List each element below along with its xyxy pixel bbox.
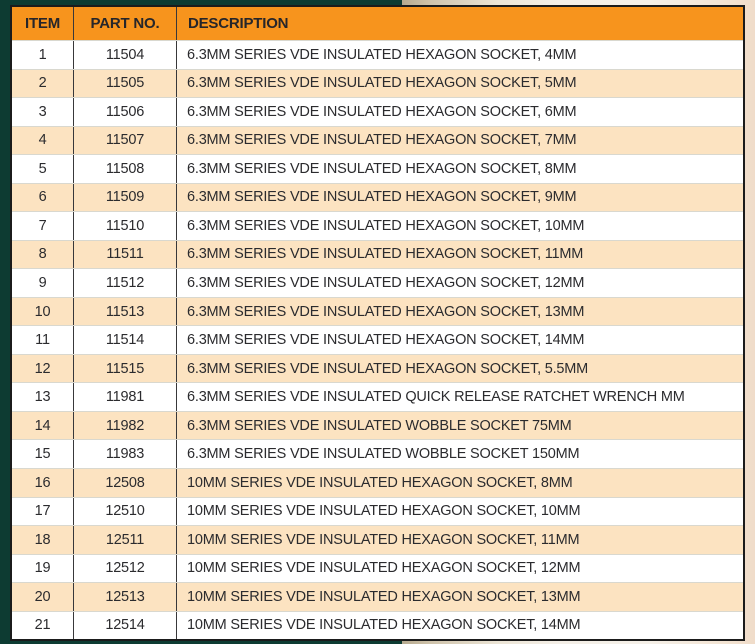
cell-description: 6.3MM SERIES VDE INSULATED HEXAGON SOCKE… bbox=[187, 360, 589, 377]
cell-part: 11506 bbox=[74, 98, 177, 126]
cell-part: 11507 bbox=[74, 126, 177, 155]
cell-part: 12512 bbox=[74, 554, 177, 583]
table-row: 21 12514 10MM SERIES VDE INSULATED HEXAGON… bbox=[12, 610, 743, 640]
cell-item: 15 bbox=[12, 440, 74, 468]
table-row: 9 11512 6.3MM SERIES VDE INSULATED HEXAGON… bbox=[12, 268, 743, 297]
cell-description: 10MM SERIES VDE INSULATED HEXAGON SOCKET… bbox=[187, 617, 581, 634]
table-row: 8 11511 6.3MM SERIES VDE INSULATED HEXAGON… bbox=[12, 239, 743, 269]
cell-part: 11509 bbox=[74, 183, 177, 212]
cell-part: 12510 bbox=[74, 497, 177, 526]
cell-part: 11514 bbox=[74, 326, 177, 354]
cell-item: 14 bbox=[12, 411, 74, 440]
cell-part: 12513 bbox=[74, 583, 177, 611]
cell-description: 6.3MM SERIES VDE INSULATED WOBBLE SOCKET… bbox=[187, 446, 580, 463]
table-row: 13 11981 6.3MM SERIES VDE INSULATED QUICK … bbox=[12, 382, 743, 411]
cell-description: 6.3MM SERIES VDE INSULATED QUICK RELEASE… bbox=[187, 389, 685, 406]
cell-item: 9 bbox=[12, 269, 74, 297]
table-row: 1 11504 6.3MM SERIES VDE INSULATED HEXAGON… bbox=[12, 40, 743, 69]
table-row: 5 11508 6.3MM SERIES VDE INSULATED HEXAGON… bbox=[12, 154, 743, 183]
column-header-item: ITEM bbox=[12, 7, 74, 40]
table-row: 3 11506 6.3MM SERIES VDE INSULATED HEXAGON… bbox=[12, 97, 743, 126]
cell-description: 6.3MM SERIES VDE INSULATED HEXAGON SOCKE… bbox=[187, 103, 577, 120]
column-header-part-no: PART NO. bbox=[74, 7, 177, 40]
table-row: 20 12513 10MM SERIES VDE INSULATED HEXAGON… bbox=[12, 582, 743, 611]
table-row: 7 11510 6.3MM SERIES VDE INSULATED HEXAGON… bbox=[12, 211, 743, 240]
cell-part: 12508 bbox=[74, 468, 177, 497]
cell-item: 2 bbox=[12, 69, 74, 98]
cell-item: 8 bbox=[12, 240, 74, 269]
cell-description: 6.3MM SERIES VDE INSULATED HEXAGON SOCKE… bbox=[187, 132, 577, 149]
table-header-row: ITEM PART NO. DESCRIPTION bbox=[12, 7, 743, 40]
cell-item: 17 bbox=[12, 497, 74, 526]
cell-description: 10MM SERIES VDE INSULATED HEXAGON SOCKET… bbox=[187, 560, 581, 577]
cell-item: 12 bbox=[12, 354, 74, 383]
cell-description: 6.3MM SERIES VDE INSULATED HEXAGON SOCKE… bbox=[187, 275, 585, 292]
cell-description: 6.3MM SERIES VDE INSULATED WOBBLE SOCKET… bbox=[187, 417, 572, 434]
cell-description: 6.3MM SERIES VDE INSULATED HEXAGON SOCKE… bbox=[187, 332, 585, 349]
parts-table: ITEM PART NO. DESCRIPTION 1 11504 6.3MM SE… bbox=[10, 5, 745, 641]
cell-item: 19 bbox=[12, 554, 74, 583]
table-row: 19 12512 10MM SERIES VDE INSULATED HEXAGON… bbox=[12, 553, 743, 583]
table-body: 1 11504 6.3MM SERIES VDE INSULATED HEXAGON… bbox=[12, 40, 743, 640]
table-row: 4 11507 6.3MM SERIES VDE INSULATED HEXAGON… bbox=[12, 125, 743, 155]
cell-description: 6.3MM SERIES VDE INSULATED HEXAGON SOCKE… bbox=[187, 46, 577, 63]
cell-part: 11510 bbox=[74, 212, 177, 240]
cell-part: 11511 bbox=[74, 240, 177, 269]
cell-item: 18 bbox=[12, 526, 74, 554]
cell-part: 11982 bbox=[74, 411, 177, 440]
cell-part: 12511 bbox=[74, 526, 177, 554]
cell-description: 6.3MM SERIES VDE INSULATED HEXAGON SOCKE… bbox=[187, 189, 577, 206]
cell-part: 11505 bbox=[74, 69, 177, 98]
cell-item: 4 bbox=[12, 126, 74, 155]
cell-item: 20 bbox=[12, 583, 74, 611]
cell-item: 10 bbox=[12, 297, 74, 326]
table-row: 17 12510 10MM SERIES VDE INSULATED HEXAGON… bbox=[12, 496, 743, 526]
cell-part: 11515 bbox=[74, 354, 177, 383]
cell-description: 6.3MM SERIES VDE INSULATED HEXAGON SOCKE… bbox=[187, 217, 585, 234]
cell-item: 21 bbox=[12, 611, 74, 640]
cell-description: 6.3MM SERIES VDE INSULATED HEXAGON SOCKE… bbox=[187, 75, 577, 92]
cell-item: 16 bbox=[12, 468, 74, 497]
cell-description: 10MM SERIES VDE INSULATED HEXAGON SOCKET… bbox=[187, 503, 581, 520]
cell-description: 6.3MM SERIES VDE INSULATED HEXAGON SOCKE… bbox=[187, 303, 585, 320]
cell-item: 5 bbox=[12, 155, 74, 183]
cell-item: 3 bbox=[12, 98, 74, 126]
table-row: 18 12511 10MM SERIES VDE INSULATED HEXAGON… bbox=[12, 525, 743, 554]
cell-item: 1 bbox=[12, 41, 74, 69]
cell-part: 11981 bbox=[74, 383, 177, 411]
cell-part: 11983 bbox=[74, 440, 177, 468]
cell-description: 10MM SERIES VDE INSULATED HEXAGON SOCKET… bbox=[187, 531, 580, 548]
table-row: 12 11515 6.3MM SERIES VDE INSULATED HEXAGO… bbox=[12, 353, 743, 383]
cell-item: 13 bbox=[12, 383, 74, 411]
cell-description: 10MM SERIES VDE INSULATED HEXAGON SOCKET… bbox=[187, 474, 573, 491]
table-row: 15 11983 6.3MM SERIES VDE INSULATED WOBBLE… bbox=[12, 439, 743, 468]
cell-description: 6.3MM SERIES VDE INSULATED HEXAGON SOCKE… bbox=[187, 246, 584, 263]
table-row: 11 11514 6.3MM SERIES VDE INSULATED HEXAGO… bbox=[12, 325, 743, 354]
cell-part: 11508 bbox=[74, 155, 177, 183]
cell-description: 6.3MM SERIES VDE INSULATED HEXAGON SOCKE… bbox=[187, 160, 577, 177]
cell-part: 11512 bbox=[74, 269, 177, 297]
table-row: 6 11509 6.3MM SERIES VDE INSULATED HEXAGON… bbox=[12, 182, 743, 212]
cell-item: 6 bbox=[12, 183, 74, 212]
column-header-description: DESCRIPTION bbox=[188, 15, 289, 32]
cell-part: 11513 bbox=[74, 297, 177, 326]
cell-item: 7 bbox=[12, 212, 74, 240]
cell-description: 10MM SERIES VDE INSULATED HEXAGON SOCKET… bbox=[187, 588, 581, 605]
table-row: 2 11505 6.3MM SERIES VDE INSULATED HEXAGON… bbox=[12, 68, 743, 98]
cell-part: 12514 bbox=[74, 611, 177, 640]
cell-part: 11504 bbox=[74, 41, 177, 69]
table-row: 16 12508 10MM SERIES VDE INSULATED HEXAGON… bbox=[12, 467, 743, 497]
cell-item: 11 bbox=[12, 326, 74, 354]
table-row: 14 11982 6.3MM SERIES VDE INSULATED WOBBLE… bbox=[12, 410, 743, 440]
table-row: 10 11513 6.3MM SERIES VDE INSULATED HEXAGO… bbox=[12, 296, 743, 326]
